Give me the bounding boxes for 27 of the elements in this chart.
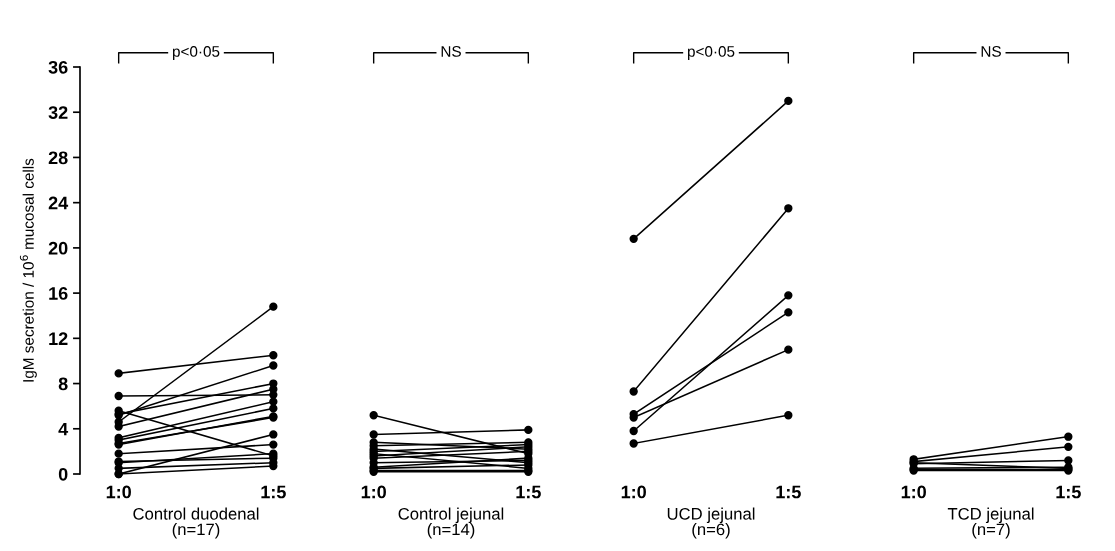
y-tick-label: 0 <box>58 467 68 481</box>
y-tick-label: 12 <box>49 332 68 345</box>
x-axis-title: Control duodenal (n=17) <box>133 507 259 539</box>
y-tick-label: 36 <box>48 60 68 74</box>
x-tick-label: 1:5 <box>776 485 801 499</box>
x-tick-label: 1:0 <box>106 485 131 499</box>
y-tick-label: 32 <box>48 106 68 119</box>
x-axis-title: TCD jejunal (n=7) <box>947 507 1034 539</box>
x-tick-label: 1:5 <box>261 485 286 499</box>
y-tick-label: 24 <box>48 196 69 210</box>
text: NS <box>981 46 1001 57</box>
x-axis-title: UCD jejunal (n=6) <box>667 507 755 539</box>
x-axis-title: Control jejunal (n=14) <box>398 507 504 539</box>
y-tick-label: 4 <box>58 422 69 436</box>
y-tick-label: 20 <box>48 241 68 255</box>
text: NS <box>441 46 461 57</box>
y-tick-label: 16 <box>49 287 68 300</box>
text: p<0·05 <box>172 46 220 60</box>
text: p<0·05 <box>687 46 735 60</box>
x-tick-label: 1:0 <box>901 485 926 499</box>
y-tick-label: 8 <box>58 377 68 391</box>
x-tick-label: 1:5 <box>1056 485 1081 499</box>
y-tick-label: 28 <box>48 151 68 165</box>
y-axis-title: IgM secretion / 10$^{6}$ mucosal cells <box>19 158 37 382</box>
x-tick-label: 1:0 <box>361 485 386 499</box>
x-tick-label: 1:0 <box>621 485 646 499</box>
x-tick-label: 1:5 <box>516 485 541 499</box>
